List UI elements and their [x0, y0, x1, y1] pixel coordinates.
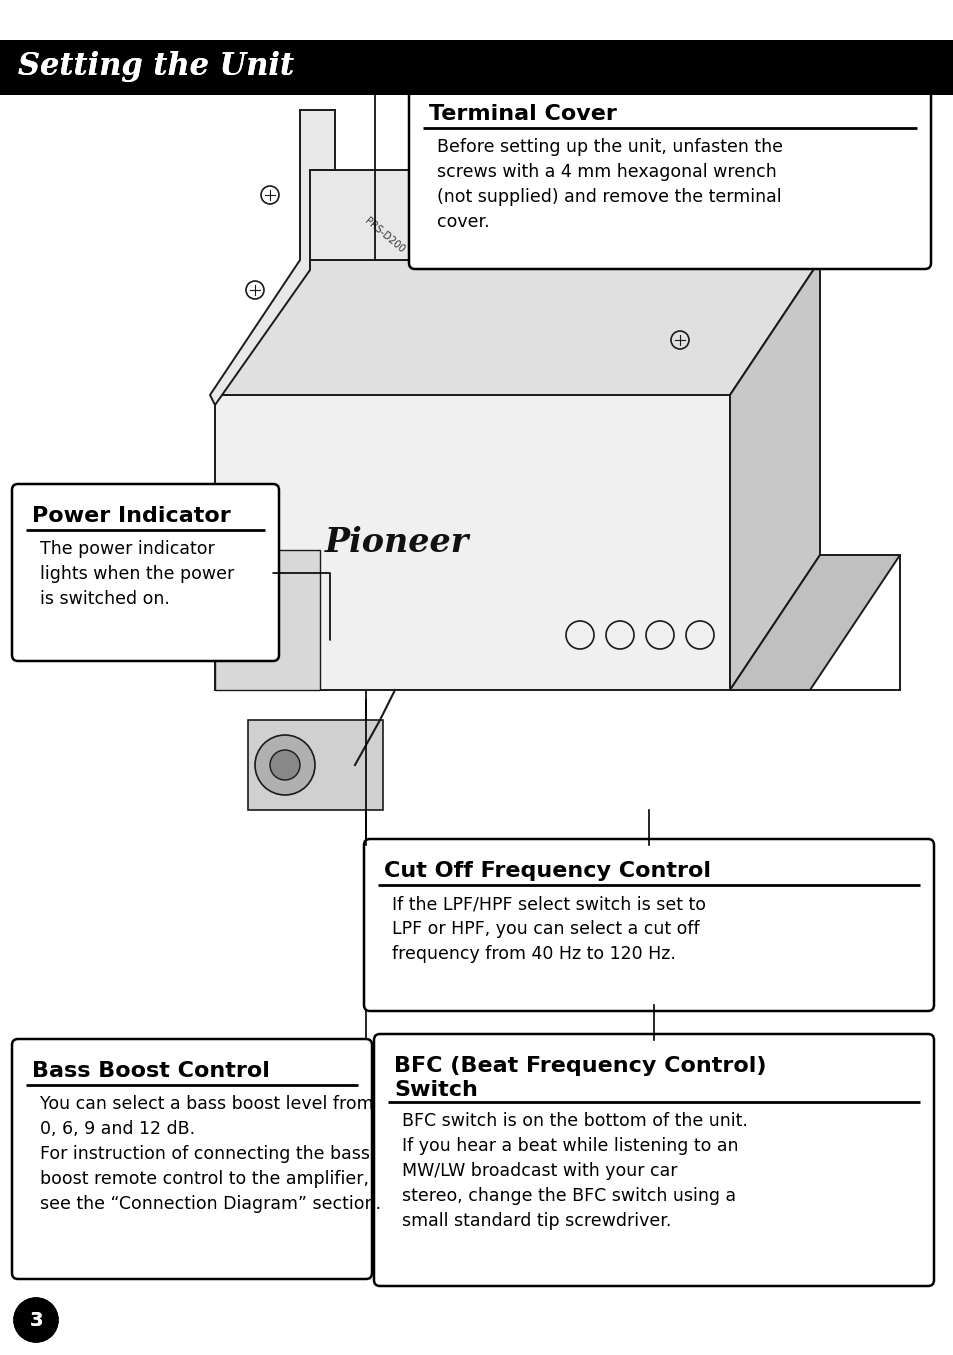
- Bar: [0, 41, 953, 95]
- Bar: [0, 41, 953, 95]
- Polygon shape: [729, 556, 899, 690]
- Polygon shape: [305, 169, 459, 260]
- Circle shape: [14, 1298, 58, 1341]
- Circle shape: [14, 1298, 58, 1341]
- Text: PRS-D200: PRS-D200: [363, 215, 406, 255]
- Polygon shape: [214, 260, 820, 396]
- Text: Setting the Unit: Setting the Unit: [18, 51, 294, 83]
- FancyBboxPatch shape: [12, 1039, 372, 1279]
- Text: BFC switch is on the bottom of the unit.
If you hear a beat while listening to a: BFC switch is on the bottom of the unit.…: [401, 1112, 747, 1230]
- Text: If the LPF/HPF select switch is set to
LPF or HPF, you can select a cut off
freq: If the LPF/HPF select switch is set to L…: [392, 896, 705, 963]
- Text: Terminal Cover: Terminal Cover: [429, 104, 617, 125]
- Circle shape: [230, 560, 250, 580]
- FancyBboxPatch shape: [374, 1034, 933, 1286]
- Text: Power Indicator: Power Indicator: [32, 505, 231, 526]
- Text: 3: 3: [30, 1310, 43, 1329]
- FancyBboxPatch shape: [12, 484, 278, 661]
- Circle shape: [230, 600, 250, 621]
- Polygon shape: [210, 110, 335, 405]
- FancyBboxPatch shape: [214, 396, 729, 690]
- FancyBboxPatch shape: [409, 83, 930, 270]
- Text: The power indicator
lights when the power
is switched on.: The power indicator lights when the powe…: [40, 541, 234, 608]
- Text: Setting the Unit: Setting the Unit: [18, 51, 294, 83]
- Text: You can select a bass boost level from
0, 6, 9 and 12 dB.
For instruction of con: You can select a bass boost level from 0…: [40, 1095, 380, 1213]
- Text: Bass Boost Control: Bass Boost Control: [32, 1061, 270, 1081]
- FancyBboxPatch shape: [364, 839, 933, 1011]
- Text: BFC (Beat Frequency Control)
Switch: BFC (Beat Frequency Control) Switch: [394, 1056, 765, 1100]
- Text: 3: 3: [30, 1310, 43, 1329]
- Circle shape: [254, 734, 314, 795]
- Text: Cut Off Frequency Control: Cut Off Frequency Control: [384, 860, 710, 881]
- Bar: [214, 550, 319, 690]
- Circle shape: [230, 640, 250, 660]
- Text: Pioneer: Pioneer: [324, 526, 469, 560]
- Bar: [248, 720, 382, 810]
- Polygon shape: [729, 260, 820, 690]
- Circle shape: [270, 751, 299, 780]
- Text: Before setting up the unit, unfasten the
screws with a 4 mm hexagonal wrench
(no: Before setting up the unit, unfasten the…: [436, 138, 782, 232]
